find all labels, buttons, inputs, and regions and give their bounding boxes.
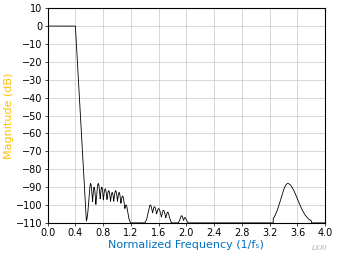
Text: LXXI: LXXI <box>311 245 327 251</box>
X-axis label: Normalized Frequency (1/fₛ): Normalized Frequency (1/fₛ) <box>109 240 264 250</box>
Y-axis label: Magnitude (dB): Magnitude (dB) <box>4 72 14 159</box>
